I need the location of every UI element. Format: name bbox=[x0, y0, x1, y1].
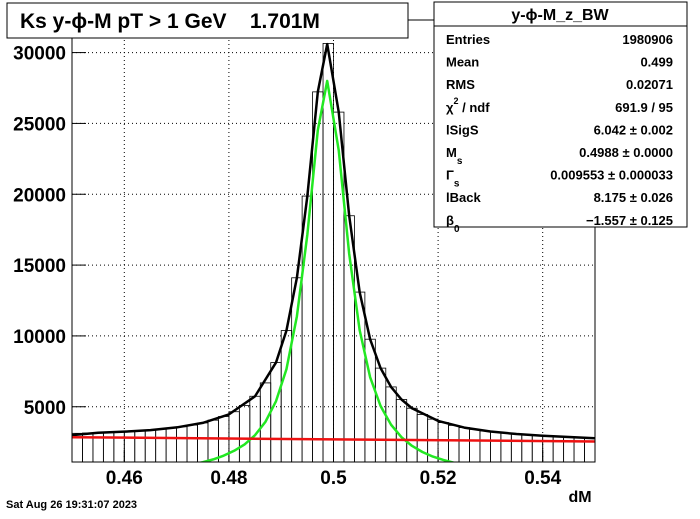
stats-value: 1980906 bbox=[622, 32, 673, 47]
stats-label-sub: s bbox=[457, 156, 463, 167]
fit-curve bbox=[197, 79, 457, 462]
stats-value: 0.009553 ± 0.000033 bbox=[550, 168, 673, 183]
stats-value: 0.4988 ± 0.0000 bbox=[579, 145, 673, 160]
x-tick-label: 0.48 bbox=[210, 468, 247, 489]
y-tick-label: 25000 bbox=[13, 114, 66, 135]
y-tick-label: 20000 bbox=[13, 185, 66, 206]
stats-label-text: Mean bbox=[446, 55, 479, 70]
stats-label-text: lSigS bbox=[446, 122, 479, 137]
stats-value: 8.175 ± 0.026 bbox=[594, 190, 673, 205]
y-tick-label: 10000 bbox=[13, 327, 66, 348]
fit-curve bbox=[72, 435, 595, 443]
stats-label: Mean bbox=[446, 55, 479, 70]
title-box bbox=[6, 2, 409, 39]
stats-label-text: lBack bbox=[446, 190, 481, 205]
x-tick-label: 0.54 bbox=[524, 468, 561, 489]
stats-label-text: Entries bbox=[446, 32, 490, 47]
stats-label: Entries bbox=[446, 32, 490, 47]
stats-title: y-ϕ-M_z_BW bbox=[511, 7, 609, 24]
stats-label-sub: s bbox=[454, 179, 460, 190]
x-tick-label: 0.52 bbox=[420, 468, 457, 489]
stats-value: 0.02071 bbox=[626, 77, 673, 92]
footer-date: Sat Aug 26 19:31:07 2023 bbox=[6, 499, 137, 511]
y-tick-label: 5000 bbox=[24, 398, 66, 419]
plot-area bbox=[72, 20, 595, 462]
y-tick-label: 30000 bbox=[13, 44, 66, 65]
stats-value: 0.499 bbox=[640, 55, 673, 70]
stats-label: β0 bbox=[446, 213, 460, 235]
stats-label: lSigS bbox=[446, 122, 479, 137]
stats-label-text: Γ bbox=[446, 168, 454, 183]
stats-label: RMS bbox=[446, 77, 475, 92]
x-tick-label: 0.5 bbox=[320, 468, 347, 489]
stats-label-sub: 0 bbox=[454, 224, 460, 235]
stats-label: χ2 / ndf bbox=[446, 96, 490, 115]
stats-label: Ms bbox=[446, 145, 463, 167]
stats-value: 6.042 ± 0.002 bbox=[594, 122, 673, 137]
stats-label: Γs bbox=[446, 168, 460, 190]
stats-value: −1.557 ± 0.125 bbox=[586, 213, 673, 228]
stats-label-text: χ bbox=[446, 100, 454, 115]
stats-value: 691.9 / 95 bbox=[615, 100, 673, 115]
y-tick-label: 15000 bbox=[13, 256, 66, 277]
chart-title: Ks y-ϕ-M pT > 1 GeV 1.701M bbox=[20, 10, 320, 33]
x-axis-label: dM bbox=[568, 489, 591, 506]
fit-curve bbox=[72, 42, 595, 440]
x-tick-label: 0.46 bbox=[106, 468, 143, 489]
stats-label-text: RMS bbox=[446, 77, 475, 92]
stats-label-sup: 2 bbox=[453, 96, 458, 106]
stats-frame bbox=[433, 1, 688, 228]
stats-box: y-ϕ-M_z_BW Entries 1980906 Mean 0.499 RMS 0.0… bbox=[433, 1, 688, 235]
stats-label-suffix: / ndf bbox=[459, 100, 491, 115]
stats-label-text: M bbox=[446, 145, 457, 160]
stats-label-text: β bbox=[446, 213, 454, 228]
stats-label: lBack bbox=[446, 190, 481, 205]
